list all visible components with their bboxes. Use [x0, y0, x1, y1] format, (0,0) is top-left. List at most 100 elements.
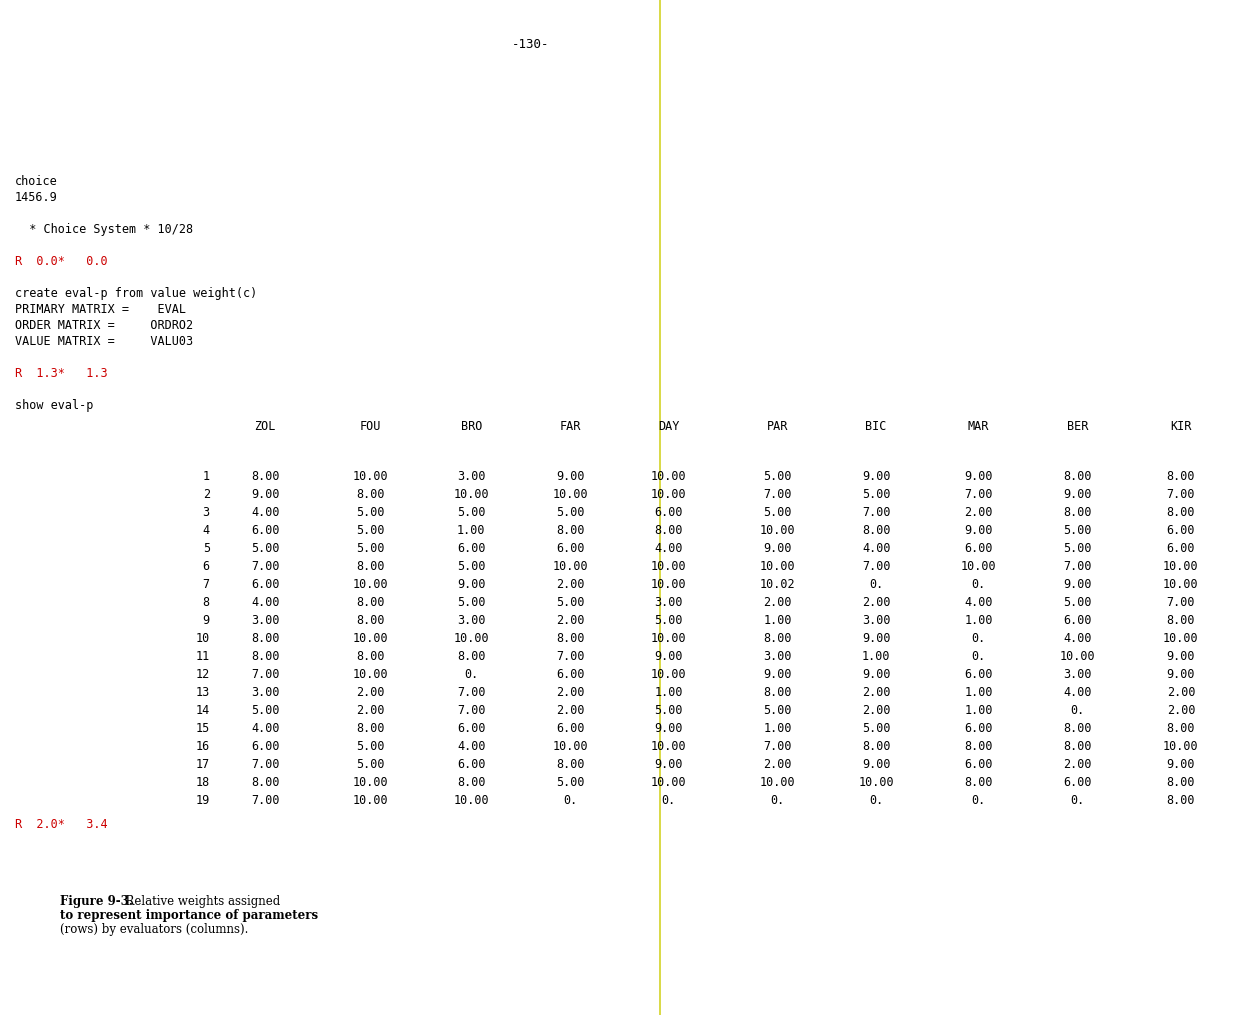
Text: R  0.0*   0.0: R 0.0* 0.0 [15, 255, 107, 268]
Text: ORDER MATRIX =     ORDRO2: ORDER MATRIX = ORDRO2 [15, 319, 193, 332]
Text: 10.00: 10.00 [652, 668, 686, 681]
Text: 10.00: 10.00 [553, 488, 587, 501]
Text: 13: 13 [195, 686, 210, 699]
Text: 10.00: 10.00 [1164, 740, 1198, 753]
Text: 5.00: 5.00 [654, 704, 684, 717]
Text: R  2.0*   3.4: R 2.0* 3.4 [15, 818, 107, 831]
Text: 2.00: 2.00 [861, 704, 891, 717]
Text: ZOL: ZOL [254, 420, 276, 433]
Text: 8.00: 8.00 [1062, 470, 1092, 483]
Text: 10.00: 10.00 [454, 794, 489, 807]
Text: 2.00: 2.00 [964, 506, 993, 519]
Text: 10.00: 10.00 [353, 470, 387, 483]
Text: 5.00: 5.00 [555, 506, 585, 519]
Text: 3.00: 3.00 [763, 650, 792, 663]
Text: choice: choice [15, 175, 58, 188]
Text: 2.00: 2.00 [555, 704, 585, 717]
Text: 6.00: 6.00 [457, 758, 486, 771]
Text: 6.00: 6.00 [1062, 776, 1092, 789]
Text: 3.00: 3.00 [457, 614, 486, 627]
Text: show eval-p: show eval-p [15, 399, 94, 412]
Text: 1.00: 1.00 [861, 650, 891, 663]
Text: 6.00: 6.00 [1166, 524, 1196, 537]
Text: 6.00: 6.00 [964, 668, 993, 681]
Text: 0.: 0. [563, 794, 578, 807]
Text: 8.00: 8.00 [251, 650, 280, 663]
Text: 5.00: 5.00 [1062, 524, 1092, 537]
Text: 9.00: 9.00 [964, 470, 993, 483]
Text: 2: 2 [202, 488, 210, 501]
Text: 5.00: 5.00 [355, 758, 385, 771]
Text: 9: 9 [202, 614, 210, 627]
Text: 8.00: 8.00 [1062, 506, 1092, 519]
Text: 10.00: 10.00 [353, 578, 387, 591]
Text: 4.00: 4.00 [457, 740, 486, 753]
Text: 10.00: 10.00 [553, 560, 587, 573]
Text: 6.00: 6.00 [964, 758, 993, 771]
Text: 1.00: 1.00 [457, 524, 486, 537]
Text: 10.00: 10.00 [760, 776, 795, 789]
Text: 7.00: 7.00 [251, 560, 280, 573]
Text: 7.00: 7.00 [861, 560, 891, 573]
Text: 8.00: 8.00 [1062, 740, 1092, 753]
Text: 4.00: 4.00 [964, 596, 993, 609]
Text: 10: 10 [195, 632, 210, 645]
Text: create eval-p from value weight(c): create eval-p from value weight(c) [15, 287, 257, 300]
Text: 5.00: 5.00 [1062, 596, 1092, 609]
Text: 0.: 0. [971, 632, 986, 645]
Text: 16: 16 [195, 740, 210, 753]
Text: 9.00: 9.00 [861, 758, 891, 771]
Text: 6.00: 6.00 [1062, 614, 1092, 627]
Text: 8.00: 8.00 [964, 776, 993, 789]
Text: 7.00: 7.00 [1062, 560, 1092, 573]
Text: 8.00: 8.00 [355, 596, 385, 609]
Text: 10.00: 10.00 [353, 794, 387, 807]
Text: KIR: KIR [1170, 420, 1192, 433]
Text: 7.00: 7.00 [964, 488, 993, 501]
Text: (rows) by evaluators (columns).: (rows) by evaluators (columns). [60, 923, 248, 936]
Text: 2.00: 2.00 [555, 614, 585, 627]
Text: DAY: DAY [658, 420, 680, 433]
Text: 9.00: 9.00 [654, 758, 684, 771]
Text: 8.00: 8.00 [555, 632, 585, 645]
Text: 8: 8 [202, 596, 210, 609]
Text: 10.00: 10.00 [760, 524, 795, 537]
Text: 9.00: 9.00 [763, 668, 792, 681]
Text: Relative weights assigned: Relative weights assigned [118, 895, 280, 908]
Text: 8.00: 8.00 [355, 560, 385, 573]
Text: 7.00: 7.00 [251, 794, 280, 807]
Text: 9.00: 9.00 [861, 470, 891, 483]
Text: 9.00: 9.00 [654, 722, 684, 735]
Text: 2.00: 2.00 [555, 578, 585, 591]
Text: 9.00: 9.00 [861, 668, 891, 681]
Text: 4.00: 4.00 [251, 506, 280, 519]
Text: 5.00: 5.00 [654, 614, 684, 627]
Text: 6.00: 6.00 [1166, 542, 1196, 555]
Text: 11: 11 [195, 650, 210, 663]
Text: 9.00: 9.00 [457, 578, 486, 591]
Text: 8.00: 8.00 [457, 650, 486, 663]
Text: 1.00: 1.00 [654, 686, 684, 699]
Text: 9.00: 9.00 [964, 524, 993, 537]
Text: 8.00: 8.00 [555, 524, 585, 537]
Text: * Choice System * 10/28: * Choice System * 10/28 [15, 223, 193, 236]
Text: 6.00: 6.00 [457, 722, 486, 735]
Text: 0.: 0. [971, 794, 986, 807]
Text: BER: BER [1066, 420, 1088, 433]
Text: 0.: 0. [869, 578, 884, 591]
Text: 10.00: 10.00 [1164, 632, 1198, 645]
Text: 10.00: 10.00 [652, 632, 686, 645]
Text: 7.00: 7.00 [861, 506, 891, 519]
Text: 10.00: 10.00 [859, 776, 893, 789]
Text: 6.00: 6.00 [964, 542, 993, 555]
Text: 2.00: 2.00 [1166, 686, 1196, 699]
Text: 8.00: 8.00 [1166, 614, 1196, 627]
Text: 4.00: 4.00 [251, 722, 280, 735]
Text: to represent importance of parameters: to represent importance of parameters [60, 909, 318, 922]
Text: 5.00: 5.00 [763, 506, 792, 519]
Text: 2.00: 2.00 [1062, 758, 1092, 771]
Text: 7: 7 [202, 578, 210, 591]
Text: 5.00: 5.00 [457, 596, 486, 609]
Text: 5.00: 5.00 [355, 524, 385, 537]
Text: 8.00: 8.00 [355, 614, 385, 627]
